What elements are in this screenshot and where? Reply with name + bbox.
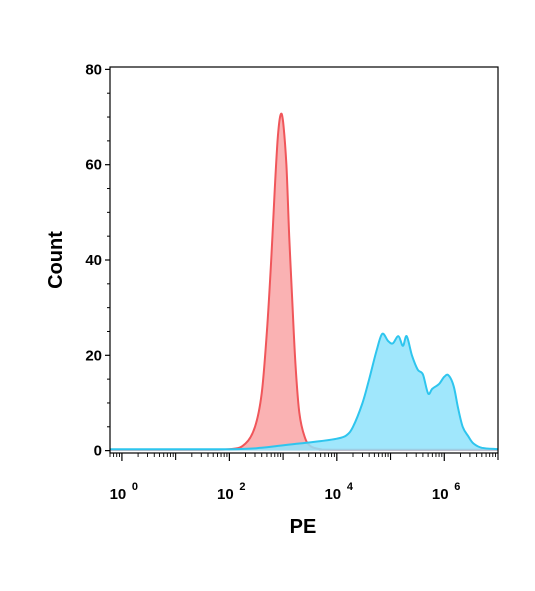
x-tick-exponent: 0 bbox=[132, 481, 138, 493]
x-axis-title: PE bbox=[290, 516, 317, 538]
series-2-area bbox=[110, 333, 498, 451]
x-tick-exponent: 6 bbox=[454, 481, 460, 493]
x-tick-exponent: 2 bbox=[239, 481, 245, 493]
y-tick-label: 80 bbox=[85, 61, 102, 78]
x-tick-exponent: 4 bbox=[347, 481, 354, 493]
series-layer bbox=[109, 112, 499, 451]
series-2-line bbox=[109, 332, 499, 451]
y-axis-title: Count bbox=[45, 231, 67, 289]
x-tick-label: 10 bbox=[432, 486, 449, 503]
y-tick-label: 0 bbox=[94, 443, 102, 460]
y-tick-label: 20 bbox=[85, 347, 102, 364]
y-tick-label: 40 bbox=[85, 252, 102, 269]
x-tick-label: 10 bbox=[110, 486, 127, 503]
x-tick-label: 10 bbox=[217, 486, 234, 503]
y-tick-label: 60 bbox=[85, 157, 102, 174]
x-tick-label: 10 bbox=[324, 486, 341, 503]
